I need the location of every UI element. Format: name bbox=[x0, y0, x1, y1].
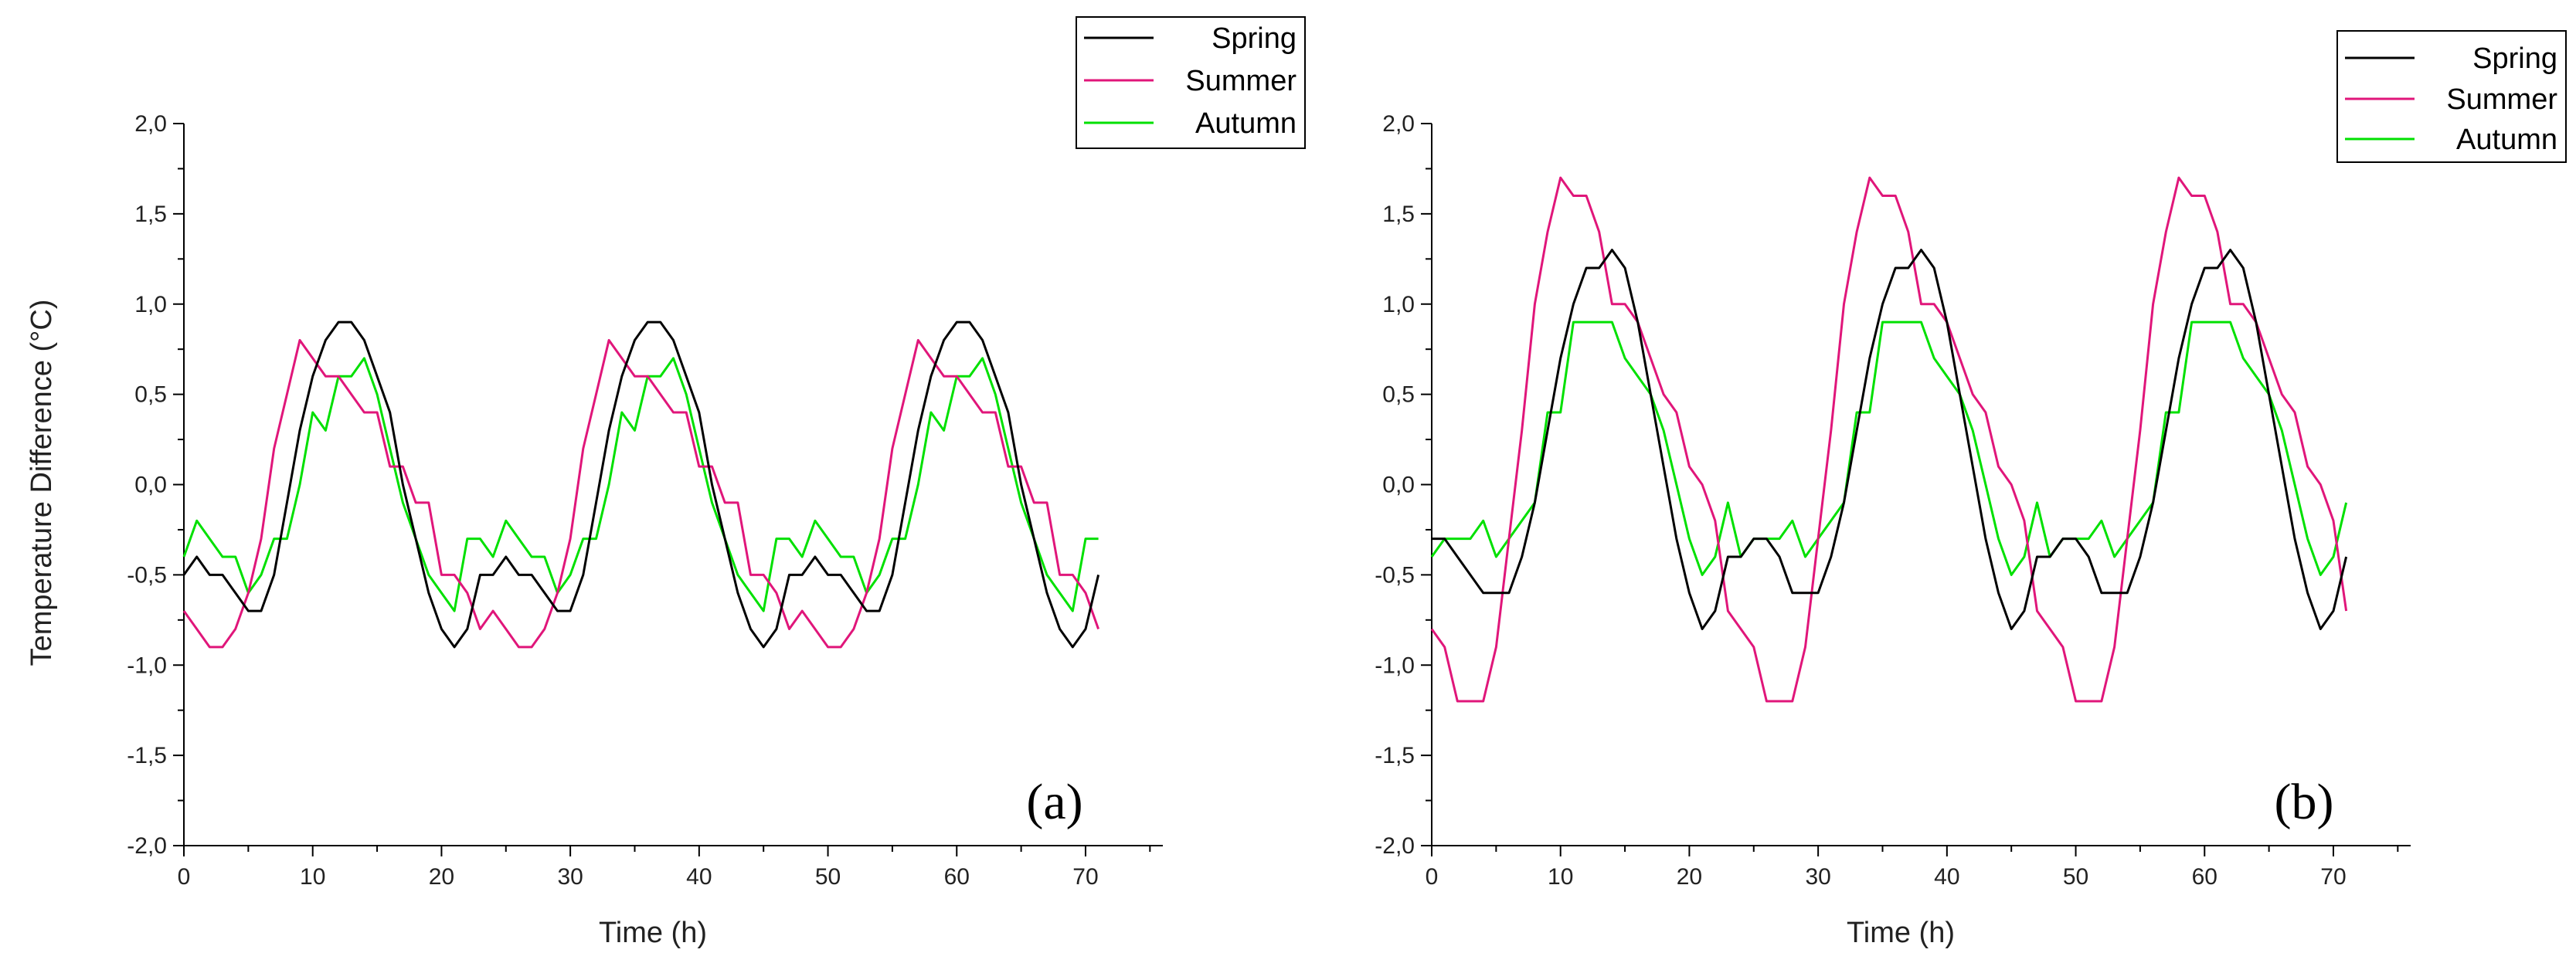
panel-label: (a) bbox=[1026, 774, 1082, 830]
y-tick-label: 1,0 bbox=[134, 292, 167, 317]
series-group bbox=[1430, 176, 2348, 703]
legend: Spring Summer Autumn bbox=[2336, 30, 2567, 163]
series-line-spring bbox=[1432, 249, 2348, 630]
x-tick-label: 10 bbox=[300, 864, 325, 890]
x-tick-label: 30 bbox=[557, 864, 583, 890]
y-tick-label: 2,0 bbox=[1382, 111, 1415, 137]
series-line-summer bbox=[182, 339, 1100, 649]
y-tick-label: 1,0 bbox=[1382, 292, 1415, 317]
x-tick-label: 50 bbox=[2063, 864, 2088, 890]
x-tick-label: 70 bbox=[1072, 864, 1098, 890]
chart-panel-a: -2,0 -1,5 -1,0 -0,5 0,0 0,5 1,0 1,5 2,0 0 10 20 30 40… bbox=[25, 16, 1306, 949]
y-tick-label: -1,5 bbox=[1375, 743, 1415, 768]
y-tick-label: -1,0 bbox=[127, 653, 167, 678]
legend-label-summer: Summer bbox=[1185, 65, 1296, 97]
y-tick-label: 2,0 bbox=[134, 111, 167, 137]
legend-label-spring: Spring bbox=[1212, 22, 1296, 55]
legend-box bbox=[2336, 30, 2567, 163]
x-tick-label: 20 bbox=[1677, 864, 1702, 890]
series-line-autumn bbox=[1430, 320, 2348, 576]
legend-label-summer: Summer bbox=[2446, 83, 2557, 116]
legend: Spring Summer Autumn bbox=[1076, 16, 1306, 149]
y-tick-label: -1,5 bbox=[127, 743, 167, 768]
series-line-summer bbox=[1430, 176, 2348, 703]
y-tick-label: 1,5 bbox=[134, 202, 167, 227]
y-tick-label: -1,0 bbox=[1375, 653, 1415, 678]
series-line-autumn bbox=[182, 357, 1099, 612]
x-tick-label: 60 bbox=[944, 864, 970, 890]
y-tick-label: 1,5 bbox=[1382, 202, 1415, 227]
y-tick-label: 0,5 bbox=[1382, 382, 1415, 408]
y-tick-label: -2,0 bbox=[127, 833, 167, 859]
x-tick-label: 0 bbox=[1426, 864, 1439, 890]
legend-label-autumn: Autumn bbox=[2456, 124, 2557, 156]
x-axis-title: Time (h) bbox=[599, 917, 707, 949]
x-tick-label: 50 bbox=[815, 864, 841, 890]
x-tick-label: 60 bbox=[2192, 864, 2217, 890]
y-tick-label: -0,5 bbox=[127, 562, 167, 588]
x-tick-label: 10 bbox=[1548, 864, 1573, 890]
y-tick-label: -0,5 bbox=[1375, 562, 1415, 588]
chart-panel-b: -2,0 -1,5 -1,0 -0,5 0,0 0,5 1,0 1,5 2,0 0 10 20 30 40… bbox=[1375, 30, 2567, 949]
legend-label-spring: Spring bbox=[2472, 42, 2557, 75]
x-axis-title: Time (h) bbox=[1847, 917, 1955, 949]
y-tick-label: 0,0 bbox=[134, 473, 167, 498]
legend-label-autumn: Autumn bbox=[1195, 107, 1296, 140]
y-axis-title: Temperature Difference (°C) bbox=[25, 300, 58, 666]
x-tick-label: 40 bbox=[1934, 864, 1959, 890]
series-line-spring bbox=[182, 320, 1100, 649]
y-tick-label: 0,0 bbox=[1382, 473, 1415, 498]
y-tick-label: -2,0 bbox=[1375, 833, 1415, 859]
x-tick-label: 70 bbox=[2320, 864, 2346, 890]
x-tick-label: 30 bbox=[1805, 864, 1830, 890]
axes: -2,0 -1,5 -1,0 -0,5 0,0 0,5 1,0 1,5 2,0 0 10 20 30 40… bbox=[1375, 111, 2411, 890]
panel-label: (b) bbox=[2275, 774, 2334, 830]
y-tick-label: 0,5 bbox=[134, 382, 167, 408]
x-tick-label: 40 bbox=[686, 864, 712, 890]
x-tick-label: 0 bbox=[178, 864, 191, 890]
x-tick-label: 20 bbox=[429, 864, 454, 890]
axes: -2,0 -1,5 -1,0 -0,5 0,0 0,5 1,0 1,5 2,0 0 10 20 30 40… bbox=[127, 111, 1163, 890]
series-group bbox=[182, 320, 1100, 649]
